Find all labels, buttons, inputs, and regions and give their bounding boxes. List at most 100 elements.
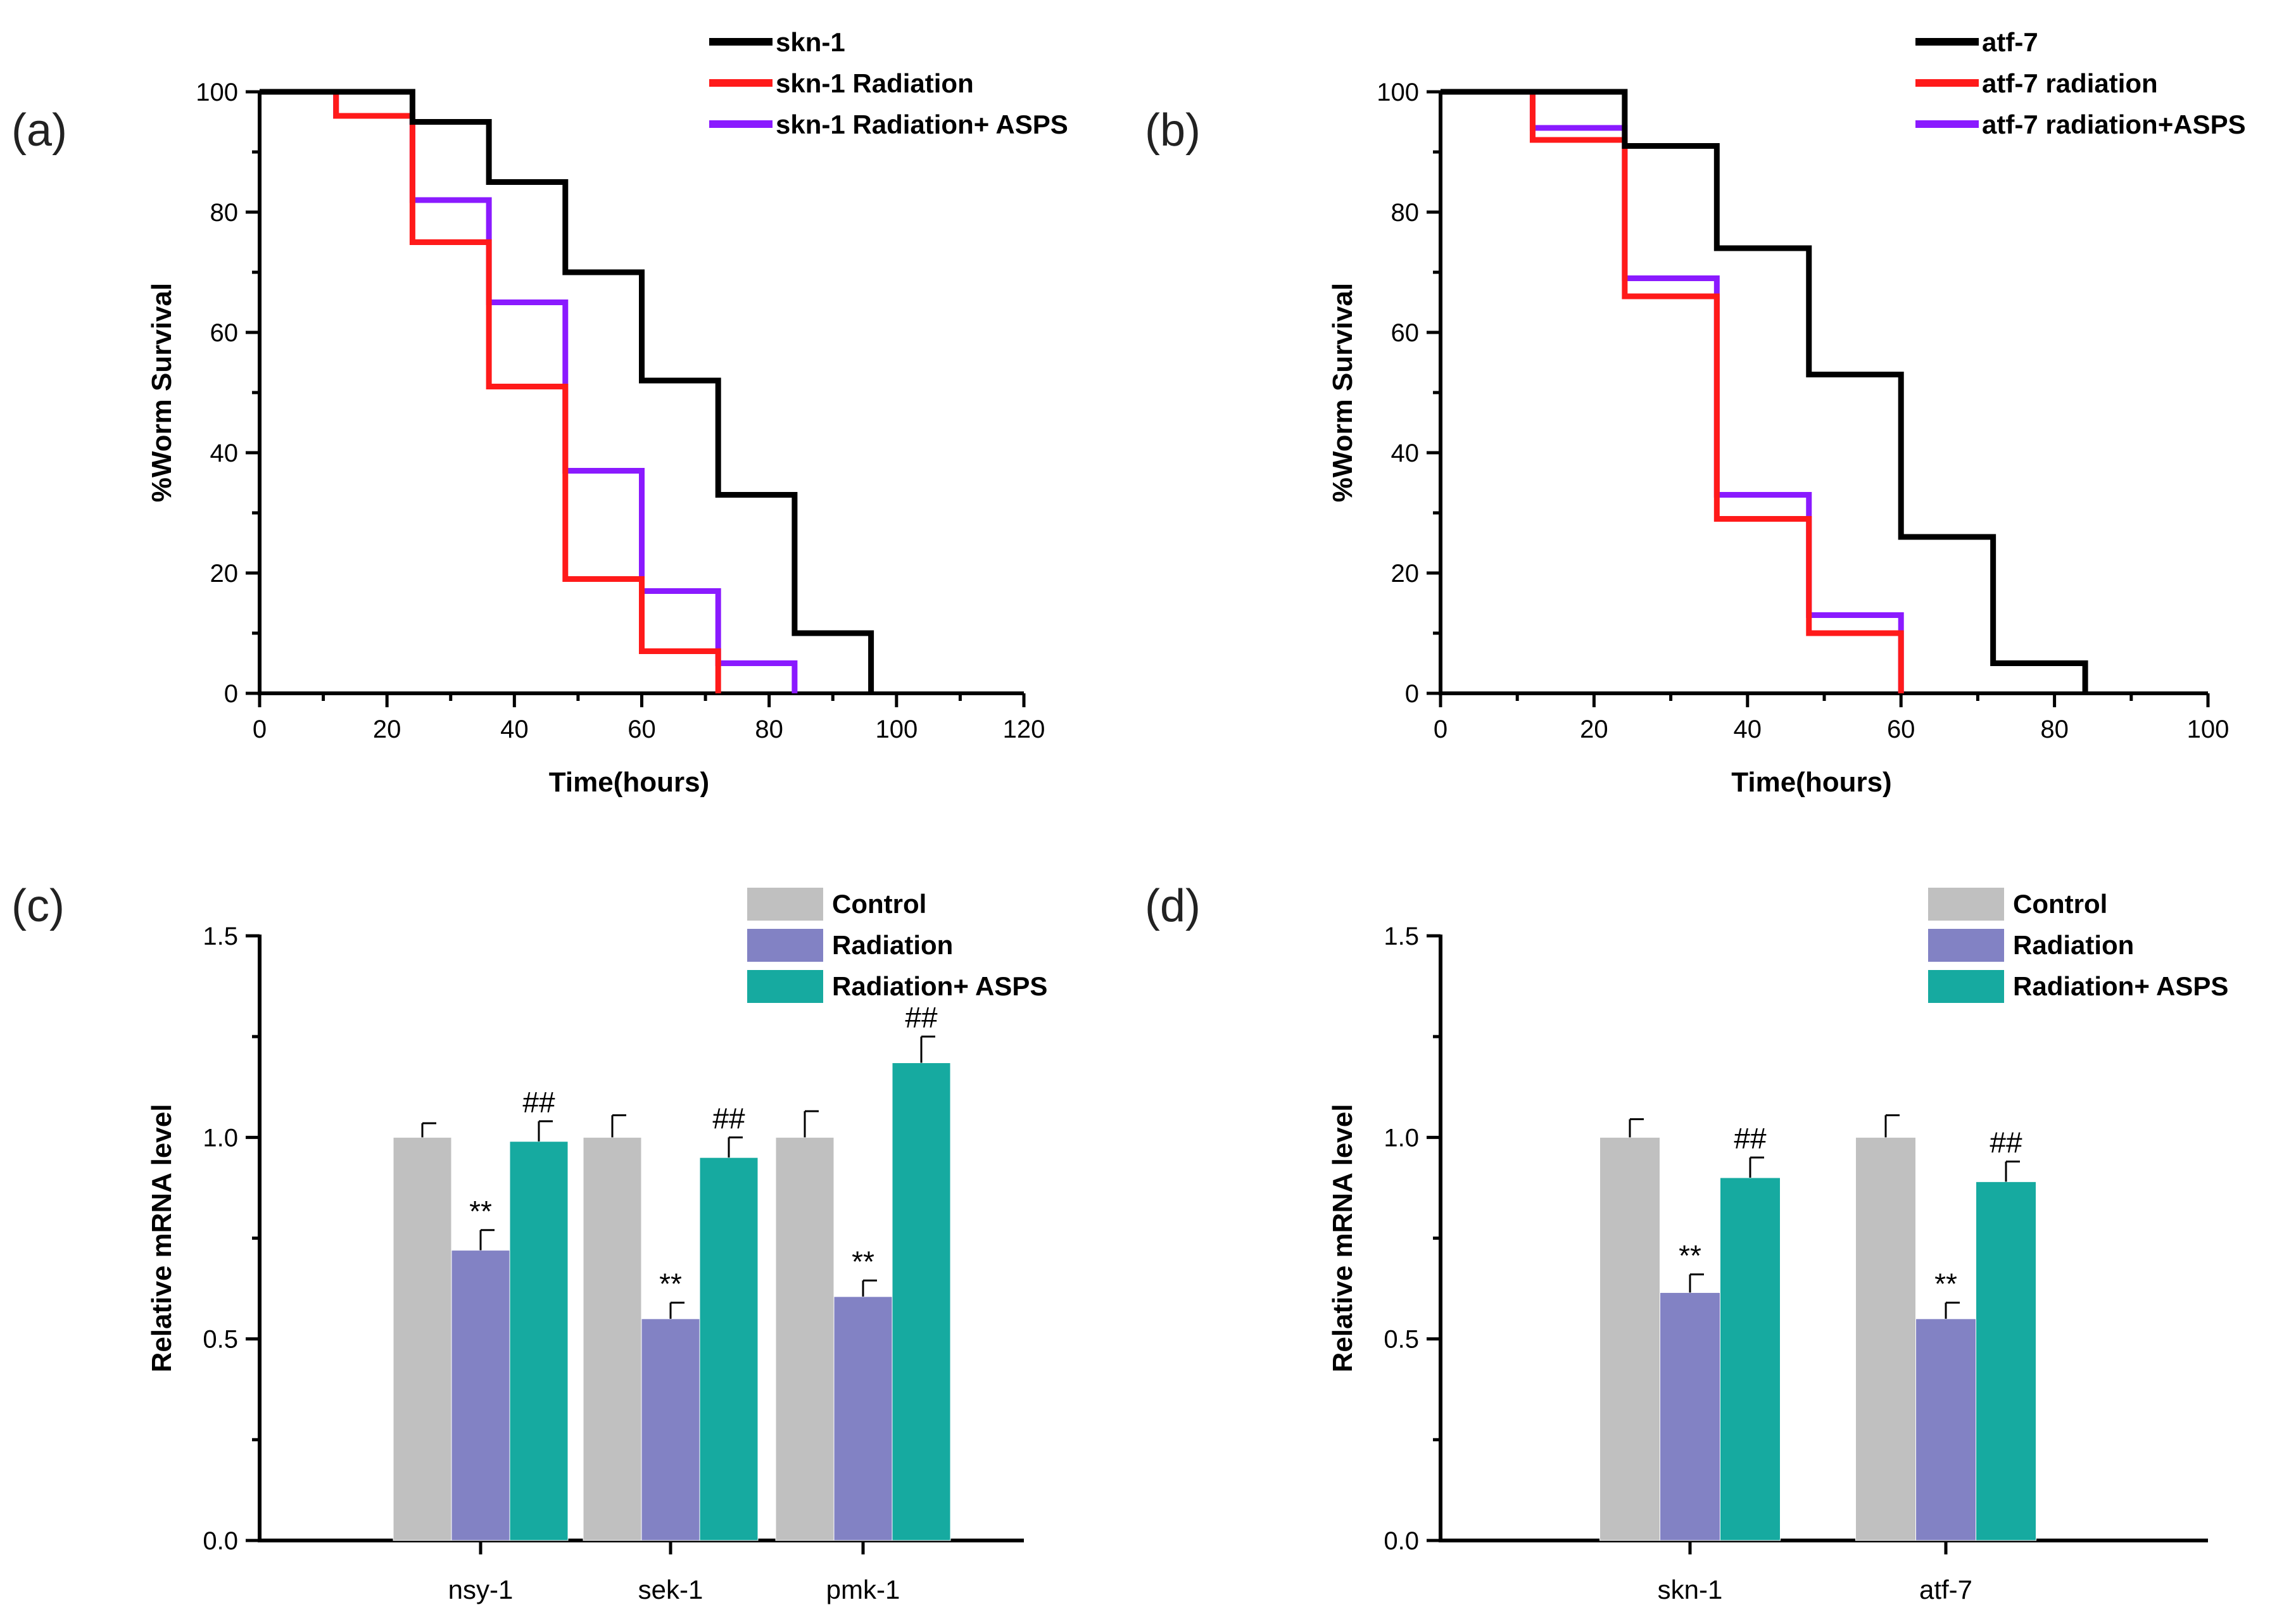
y-tick-label: 0.0	[1384, 1527, 1419, 1555]
y-tick-label: 80	[210, 199, 239, 227]
series-line-2	[1441, 89, 1904, 693]
y-tick-label: 1.0	[203, 1124, 238, 1152]
y-tick-label: 40	[210, 439, 239, 467]
panel-label: (a)	[11, 105, 67, 156]
chart-a: (a) 0 20 40 60 80 100 %Worm Survival 0 20 40 60 80 10…	[11, 27, 1068, 798]
y-tick-label: 0	[224, 680, 238, 708]
bar	[509, 1141, 569, 1541]
series-line-1	[1441, 89, 1904, 693]
y-tick-label: 1.5	[203, 923, 238, 950]
legend-swatch	[1928, 929, 2004, 962]
legend-label: Control	[2013, 889, 2107, 919]
panel-label: (d)	[1145, 881, 1201, 931]
legend-swatch	[747, 970, 823, 1003]
x-tick-label: 20	[1580, 715, 1608, 743]
legend-label: Radiation+ ASPS	[832, 971, 1047, 1001]
y-axis-title: Relative mRNA level	[146, 1104, 177, 1373]
series-line-1	[260, 89, 721, 693]
category-label: pmk-1	[826, 1575, 900, 1604]
x-tick-label: 60	[1887, 715, 1915, 743]
x-tick-label: 80	[2040, 715, 2069, 743]
y-tick-label: 20	[210, 560, 239, 588]
y-tick-label: 1.0	[1384, 1124, 1419, 1152]
legend-label: atf-7 radiation+ASPS	[1982, 110, 2246, 139]
y-tick-label: 0.5	[203, 1326, 238, 1354]
y-tick-label: 100	[196, 79, 238, 106]
category-label: atf-7	[1919, 1575, 1972, 1604]
bar	[1660, 1292, 1720, 1541]
y-axis-title: %Worm Survival	[146, 283, 177, 502]
bar	[833, 1296, 893, 1541]
significance-label: ##	[1990, 1126, 2022, 1159]
y-tick-label: 0.5	[1384, 1326, 1419, 1354]
bar	[892, 1062, 951, 1541]
y-tick-label: 40	[1391, 439, 1420, 467]
legend-label: Radiation	[832, 930, 953, 960]
y-tick-label: 60	[1391, 319, 1420, 347]
significance-label: ##	[905, 1001, 938, 1034]
significance-label: **	[469, 1195, 492, 1228]
y-tick-label: 100	[1377, 79, 1419, 106]
legend-swatch	[747, 929, 823, 962]
x-axis-title: Time(hours)	[549, 767, 709, 798]
x-tick-label: 60	[628, 715, 656, 743]
series-line-0	[1441, 89, 2088, 693]
x-tick-label: 20	[373, 715, 401, 743]
legend-label: skn-1 Radiation+ ASPS	[776, 110, 1068, 139]
legend-label: skn-1 Radiation	[776, 68, 974, 98]
legend-label: atf-7 radiation	[1982, 68, 2158, 98]
y-tick-label: 80	[1391, 199, 1420, 227]
bar	[1976, 1181, 2036, 1541]
category-label: nsy-1	[448, 1575, 514, 1604]
significance-label: **	[852, 1245, 874, 1278]
significance-label: ##	[712, 1102, 745, 1135]
panel-label: (c)	[11, 881, 65, 931]
x-axis-title: Time(hours)	[1731, 767, 1891, 798]
bar	[393, 1137, 452, 1541]
x-tick-label: 0	[253, 715, 267, 743]
y-tick-label: 1.5	[1384, 923, 1419, 950]
bar	[1720, 1177, 1781, 1541]
bar	[775, 1137, 835, 1541]
chart-b: (b) 0 20 40 60 80 100 %Worm Survival 0 20 40 60 80 10…	[1145, 27, 2246, 798]
legend-swatch	[1928, 970, 2004, 1003]
significance-label: **	[1934, 1267, 1957, 1300]
bar	[451, 1250, 510, 1541]
category-label: sek-1	[638, 1575, 703, 1604]
y-axis-title: %Worm Survival	[1327, 283, 1358, 502]
bar	[1855, 1137, 1916, 1541]
y-tick-label: 0	[1405, 680, 1419, 708]
bar	[583, 1137, 642, 1541]
x-tick-label: 80	[755, 715, 783, 743]
x-tick-label: 40	[1734, 715, 1762, 743]
legend-swatch	[747, 888, 823, 921]
bar	[1599, 1137, 1660, 1541]
legend-label: Control	[832, 889, 926, 919]
x-tick-label: 0	[1434, 715, 1448, 743]
significance-label: **	[659, 1267, 682, 1300]
legend-label: skn-1	[776, 27, 845, 57]
x-tick-label: 100	[875, 715, 918, 743]
bar	[1915, 1318, 1976, 1541]
significance-label: **	[1679, 1239, 1701, 1272]
legend-label: Radiation	[2013, 930, 2134, 960]
bar	[641, 1318, 700, 1541]
y-tick-label: 20	[1391, 560, 1420, 588]
y-tick-label: 60	[210, 319, 239, 347]
significance-label: ##	[522, 1086, 555, 1119]
x-tick-label: 120	[1003, 715, 1045, 743]
legend-swatch	[1928, 888, 2004, 921]
y-tick-label: 0.0	[203, 1527, 238, 1555]
legend-label: atf-7	[1982, 27, 2038, 57]
y-axis-title: Relative mRNA level	[1327, 1104, 1358, 1373]
panel-label: (b)	[1145, 105, 1201, 156]
chart-d: (d) 0.0 0.5 1.0 1.5 Relative mRNA level skn-1 *…	[1145, 881, 2228, 1604]
chart-c: (c) 0.0 0.5 1.0 1.5 Relative mRNA level nsy-1 *…	[11, 881, 1047, 1604]
x-tick-label: 40	[500, 715, 529, 743]
x-tick-label: 100	[2187, 715, 2230, 743]
category-label: skn-1	[1658, 1575, 1723, 1604]
series-line-0	[260, 89, 874, 693]
legend-label: Radiation+ ASPS	[2013, 971, 2228, 1001]
bar	[699, 1157, 759, 1541]
